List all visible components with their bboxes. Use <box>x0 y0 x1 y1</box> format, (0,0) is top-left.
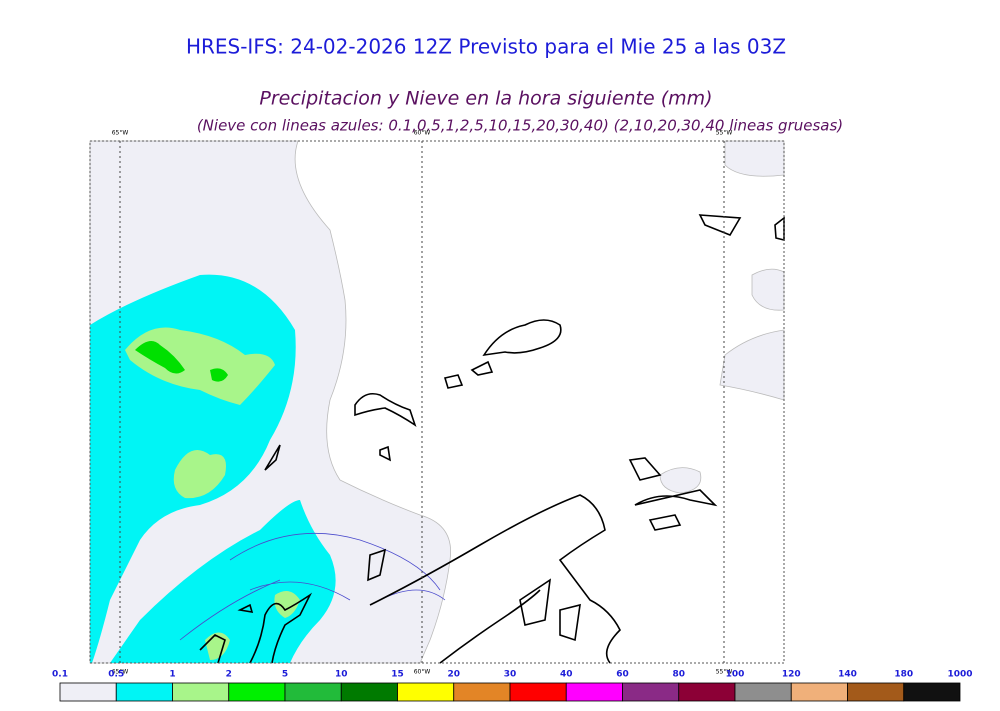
colorbar-label: 5 <box>282 670 288 680</box>
lon-label: 55°W <box>716 130 733 137</box>
colorbar-box <box>115 682 173 702</box>
colorbar-label: 40 <box>560 670 573 680</box>
colorbar: 0.1 0.5 1 2 5 10 15 20 30 40 60 80 100 120 140 180 1000 <box>52 670 973 702</box>
precip-green-light <box>173 450 226 499</box>
colorbar-box <box>509 682 567 702</box>
colorbar-box <box>284 682 342 702</box>
lon-label: 60°W <box>414 130 431 137</box>
colorbar-box <box>903 682 961 702</box>
colorbar-label: 180 <box>894 670 913 680</box>
colorbar-box <box>847 682 905 702</box>
snow-contours <box>179 532 446 641</box>
colorbar-label: 80 <box>672 670 685 680</box>
lon-label: 60°W <box>414 669 431 676</box>
colorbar-box <box>172 682 230 702</box>
colorbar-label: 2 <box>226 670 232 680</box>
title: HRES-IFS: 24-02-2026 12Z Previsto para e… <box>186 35 786 59</box>
note: (Nieve con lineas azules: 0.1,0.5,1,2,5,… <box>197 117 843 135</box>
precip-green <box>135 341 228 382</box>
colorbar-box <box>678 682 736 702</box>
colorbar-label: 1000 <box>947 670 972 680</box>
colorbar-label: 30 <box>504 670 517 680</box>
map: 65°W 60°W 55°W 65°W 60°W 55°W <box>89 130 785 676</box>
colorbar-box <box>565 682 623 702</box>
colorbar-label: 1 <box>169 670 175 680</box>
colorbar-box <box>59 682 117 702</box>
colorbar-box <box>622 682 680 702</box>
colorbar-label: 60 <box>616 670 629 680</box>
colorbar-label: 140 <box>838 670 857 680</box>
colorbar-box <box>340 682 398 702</box>
colorbar-box <box>453 682 511 702</box>
lon-label: 55°W <box>716 669 733 676</box>
colorbar-label: 120 <box>782 670 801 680</box>
coastline <box>199 214 785 664</box>
precip-green-light <box>205 591 300 660</box>
precip-light-east <box>659 140 785 494</box>
colorbar-label: 100 <box>726 670 745 680</box>
colorbar-label: 20 <box>447 670 460 680</box>
colorbar-label: 10 <box>335 670 348 680</box>
colorbar-label: 15 <box>391 670 404 680</box>
lon-label: 65°W <box>112 130 129 137</box>
lon-label: 65°W <box>112 669 129 676</box>
colorbar-label: 0.5 <box>108 670 124 680</box>
precip-cyan-south <box>110 500 336 663</box>
colorbar-box <box>228 682 286 702</box>
colorbar-box <box>734 682 792 702</box>
colorbar-label: 0.1 <box>52 670 68 680</box>
colorbar-box <box>397 682 455 702</box>
colorbar-box <box>790 682 848 702</box>
subtitle: Precipitacion y Nieve en la hora siguien… <box>259 88 712 110</box>
